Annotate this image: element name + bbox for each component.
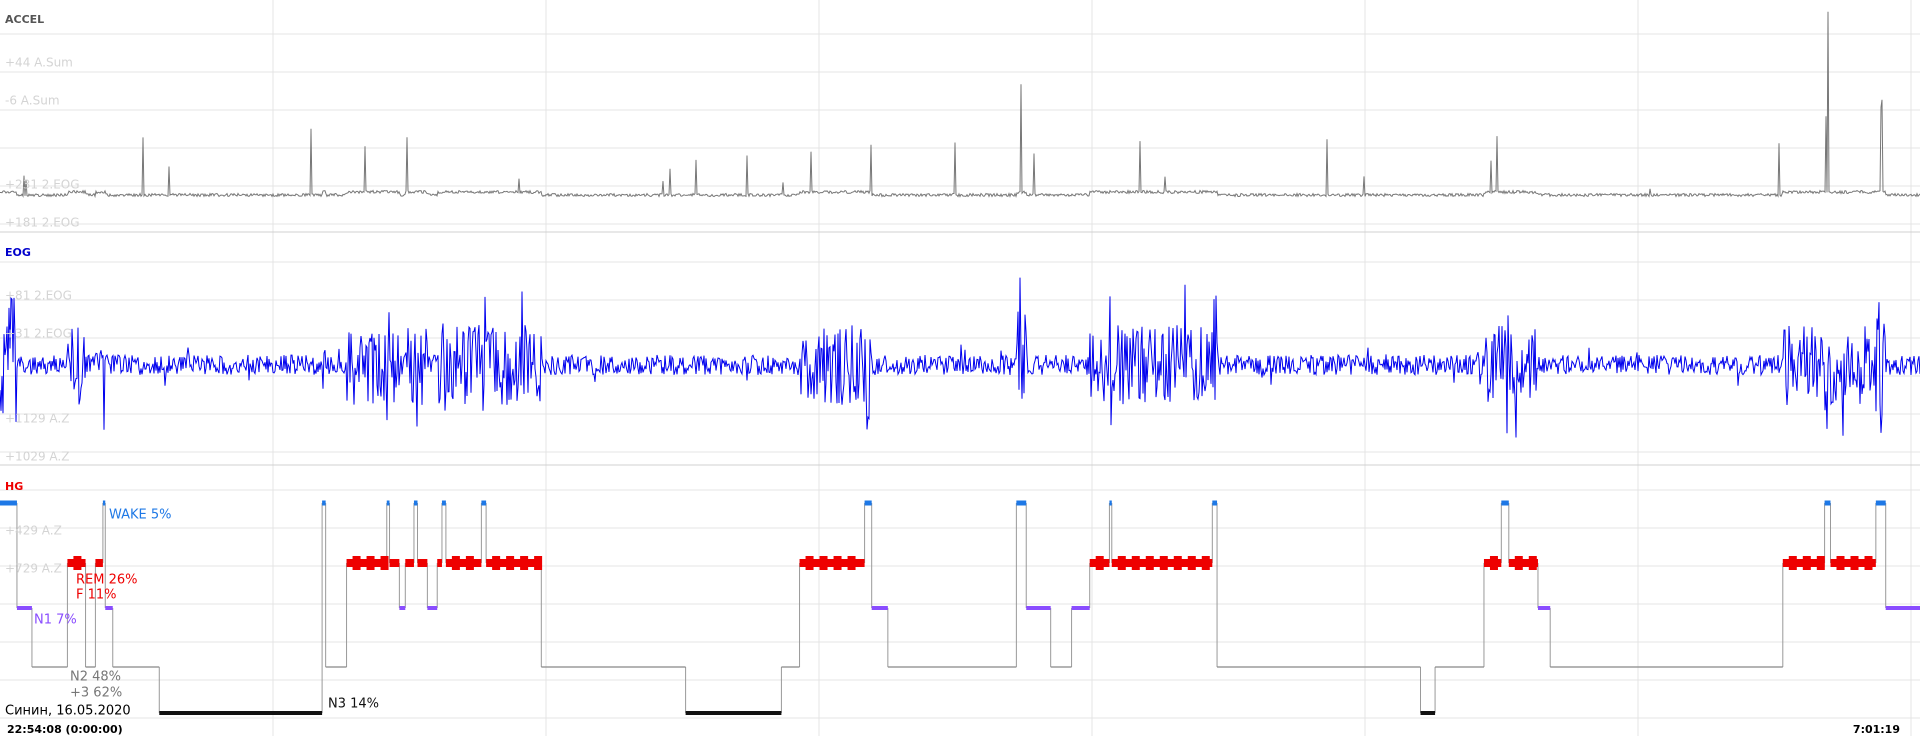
stage-label: N1 7%: [34, 613, 77, 628]
rem-block: [1173, 556, 1182, 570]
rem-block: [492, 556, 501, 570]
hypnogram: [0, 500, 1920, 715]
stage-label: N2 48%: [70, 670, 121, 685]
scale-label: +231 2.EOG: [5, 178, 80, 192]
end-time: 7:01:19: [1853, 723, 1900, 736]
rem-block: [506, 556, 515, 570]
scale-label: +181 2.EOG: [5, 216, 80, 230]
scale-label: +729 A.Z: [5, 562, 62, 576]
channel-name: EOG: [5, 246, 31, 259]
eog-signal: [0, 277, 1920, 438]
rem-block: [1864, 556, 1873, 570]
rem-block: [1816, 556, 1825, 570]
rem-block: [1145, 556, 1154, 570]
scale-label: +31 2.EOG: [5, 327, 72, 341]
rem-block: [1187, 556, 1196, 570]
rem-block: [1850, 556, 1859, 570]
rem-block: [465, 556, 474, 570]
rem-block: [1117, 556, 1126, 570]
stage-label: REM 26%: [76, 573, 138, 588]
rem-block: [1131, 556, 1140, 570]
subject-label: Синин, 16.05.2020: [5, 704, 131, 719]
rem-block: [1528, 556, 1537, 570]
scale-label: +81 2.EOG: [5, 289, 72, 303]
rem-block: [1159, 556, 1168, 570]
rem-block: [1095, 556, 1104, 570]
accel-signal: [0, 11, 1920, 199]
scale-label: +44 A.Sum: [5, 56, 73, 70]
rem-block: [73, 556, 82, 570]
rem-block: [847, 556, 856, 570]
scale-label: +429 A.Z: [5, 524, 62, 538]
rem-block: [352, 556, 361, 570]
rem-block: [366, 556, 375, 570]
signals: [0, 11, 1920, 438]
rem-block: [833, 556, 842, 570]
rem-block: [380, 556, 389, 570]
stage-label: F 11%: [76, 588, 117, 603]
rem-block: [1836, 556, 1845, 570]
rem-block: [534, 556, 543, 570]
labels: ACCEL +44 A.Sum -6 A.Sum +231 2.EOG +181…: [5, 13, 1900, 736]
rem-block: [520, 556, 529, 570]
scale-label: +1029 A.Z: [5, 450, 69, 464]
rem-block: [1802, 556, 1811, 570]
rem-block: [1788, 556, 1797, 570]
rem-block: [805, 556, 814, 570]
scale-label: +1129 A.Z: [5, 412, 69, 426]
rem-block: [819, 556, 828, 570]
rem-block: [1489, 556, 1498, 570]
rem-block: [1201, 556, 1210, 570]
start-time: 22:54:08 (0:00:00): [7, 723, 123, 736]
stage-label: WAKE 5%: [109, 508, 172, 523]
scale-label: -6 A.Sum: [5, 94, 60, 108]
channel-name: HG: [5, 480, 23, 493]
stage-label: N3 14%: [328, 697, 379, 712]
channel-name: ACCEL: [5, 13, 44, 26]
stage-label: +3 62%: [70, 686, 122, 701]
rem-block: [451, 556, 460, 570]
rem-block: [1514, 556, 1523, 570]
